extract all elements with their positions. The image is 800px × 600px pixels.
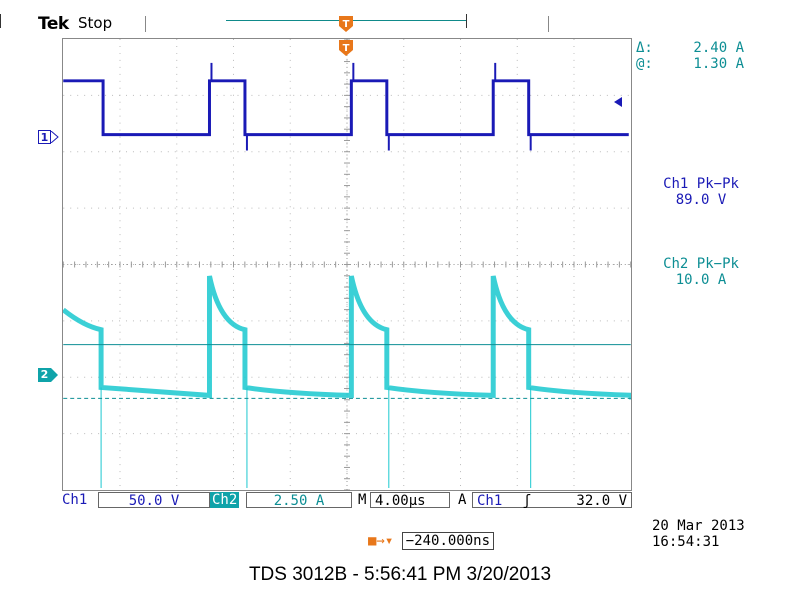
trigger-mode: A	[458, 492, 467, 508]
record-window-right	[466, 14, 467, 28]
cursor-at-value: 1.30 A	[693, 56, 744, 72]
cursor-delta-readout: Δ: 2.40 A	[636, 40, 746, 56]
trigger-offset-icon: ■→▾	[368, 533, 394, 549]
grid-lines	[63, 39, 631, 490]
svg-text:T: T	[343, 43, 350, 54]
svg-text:T: T	[343, 19, 350, 30]
trigger-settings[interactable]: Ch1 ʃ 32.0 V	[472, 492, 632, 509]
cursor-delta-label: Δ:	[636, 40, 653, 56]
screenshot-caption: TDS 3012B - 5:56:41 PM 3/20/2013	[248, 564, 552, 585]
measurement-label: Ch1 Pk−Pk	[663, 176, 739, 192]
status-bar: Ch1 50.0 V Ch2 2.50 A M 4.00µs A Ch1 ʃ 3…	[62, 492, 632, 509]
measurement-value: 89.0 V	[675, 192, 727, 208]
ch2-label[interactable]: Ch2	[210, 492, 240, 508]
cursor-at-readout: @: 1.30 A	[636, 56, 746, 72]
timebase-value[interactable]: 4.00µs	[370, 492, 450, 509]
screen-date: 20 Mar 2013	[652, 518, 745, 534]
header-divider	[548, 16, 549, 32]
cursor-at-label: @:	[636, 56, 653, 72]
trigger-position-icon[interactable]: T T	[337, 14, 355, 58]
ch2-marker-arrow-icon	[51, 368, 58, 382]
ch1-label[interactable]: Ch1	[62, 492, 88, 508]
ch2-scale[interactable]: 2.50 A	[246, 492, 352, 509]
ch2-trace	[63, 275, 631, 400]
trigger-source: Ch1	[477, 493, 503, 509]
cursor-delta-value: 2.40 A	[693, 40, 744, 56]
timebase-prefix: M	[358, 492, 367, 508]
rising-edge-icon: ʃ	[522, 493, 532, 509]
ch1-scale[interactable]: 50.0 V	[98, 492, 210, 509]
brand-logo: Tek	[38, 14, 69, 34]
trigger-position-readout: ■→▾ −240.000ns	[368, 532, 495, 550]
ch1-marker-arrow-icon	[51, 131, 59, 143]
ch2-ground-marker[interactable]: 2	[38, 368, 51, 382]
measurement-label: Ch2 Pk−Pk	[663, 256, 739, 272]
ch1-waveform	[63, 62, 629, 151]
ch2-waveform	[63, 275, 631, 489]
ch1-trace	[63, 79, 629, 137]
acquisition-state: Stop	[78, 14, 113, 32]
measurement-value: 10.0 A	[675, 272, 727, 288]
trigger-level-icon[interactable]	[612, 96, 624, 108]
oscilloscope-graticule	[62, 38, 632, 491]
measurement-ch2-pkpk: Ch2 Pk−Pk 10.0 A	[636, 256, 766, 288]
header-divider	[145, 16, 146, 32]
trigger-level: 32.0 V	[576, 493, 627, 509]
screen-time: 16:54:31	[652, 534, 720, 550]
measurement-ch1-pkpk: Ch1 Pk−Pk 89.0 V	[636, 176, 766, 208]
record-window-left	[0, 14, 1, 28]
trigger-position-value[interactable]: −240.000ns	[401, 532, 495, 550]
ch1-ground-marker[interactable]: 1	[38, 130, 51, 144]
